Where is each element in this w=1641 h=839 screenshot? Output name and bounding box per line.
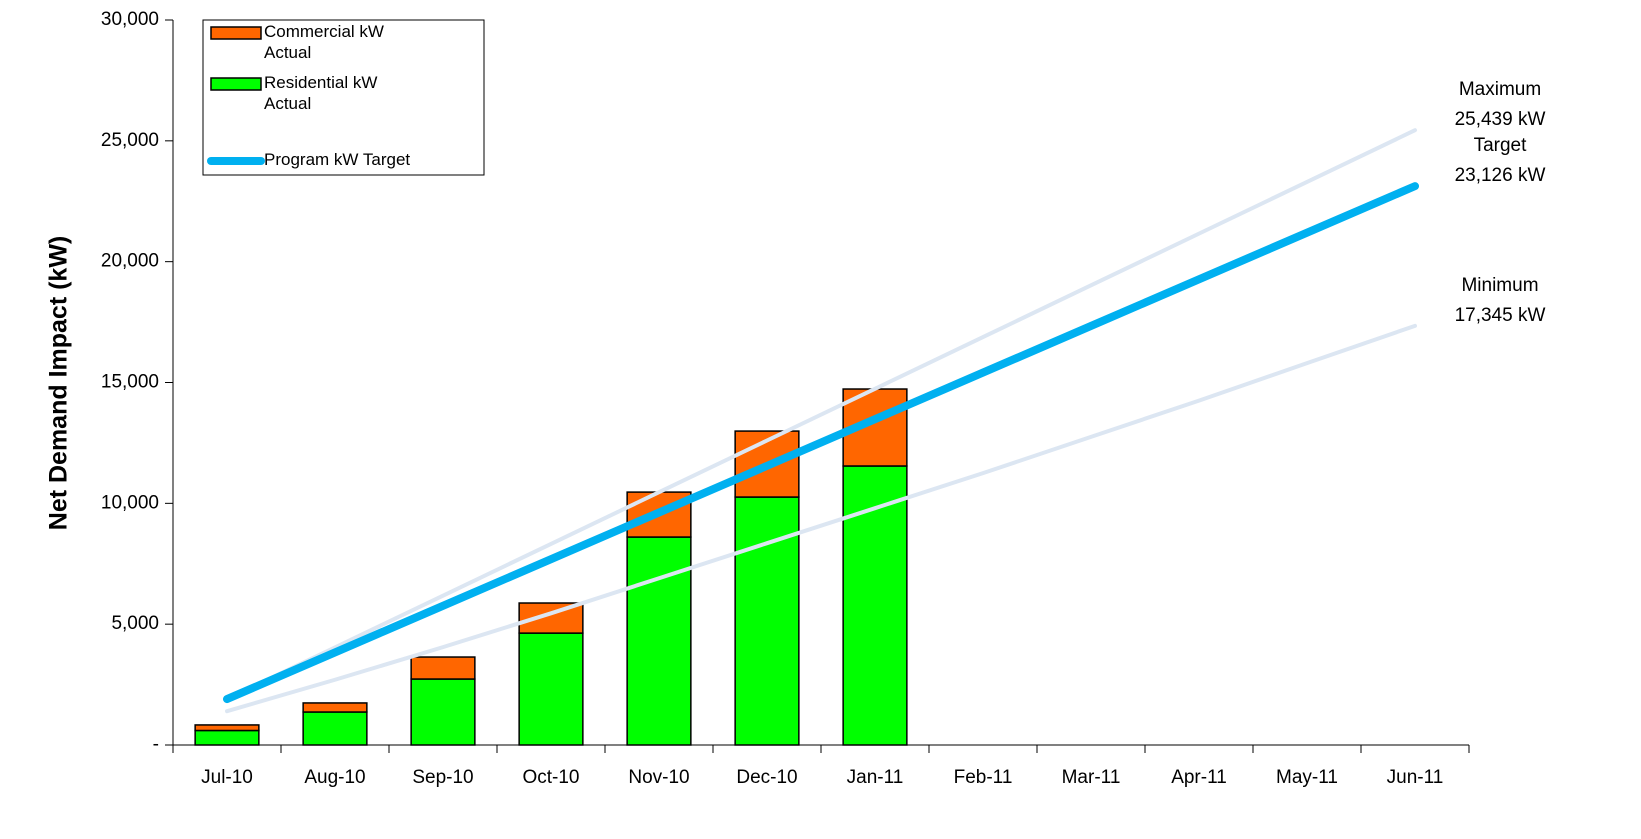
bar-segment bbox=[302, 702, 368, 713]
x-tick-label: Jan-11 bbox=[847, 767, 904, 788]
line-end-value: 23,126 kW bbox=[1455, 165, 1546, 186]
x-tick-label: Oct-10 bbox=[522, 767, 579, 788]
legend-label: Commercial kW Actual bbox=[264, 22, 389, 62]
x-tick-label: Aug-10 bbox=[304, 767, 365, 788]
legend-box bbox=[202, 19, 485, 176]
bar-segment bbox=[518, 632, 584, 746]
x-tick-label: Jun-11 bbox=[1387, 767, 1444, 788]
x-tick-label: Apr-11 bbox=[1171, 767, 1227, 788]
y-tick-label: 15,000 bbox=[101, 372, 159, 393]
line-series bbox=[225, 323, 1417, 714]
y-tick-label: 30,000 bbox=[101, 9, 159, 30]
legend-label-line: Commercial kW bbox=[264, 22, 389, 41]
bar-segment bbox=[626, 536, 692, 746]
y-tick-label: 20,000 bbox=[101, 251, 159, 272]
y-tick-label: - bbox=[153, 734, 159, 755]
line-series bbox=[223, 182, 1419, 704]
legend-swatch bbox=[210, 26, 262, 40]
x-tick-label: Sep-10 bbox=[412, 767, 473, 788]
legend-label-line: Actual bbox=[264, 94, 311, 113]
line-end-label: Target bbox=[1474, 135, 1528, 156]
x-tick-label: Dec-10 bbox=[736, 767, 797, 788]
x-tick-label: Feb-11 bbox=[954, 767, 1013, 788]
legend-label: Residential kW Actual bbox=[264, 73, 382, 113]
x-tick-label: Mar-11 bbox=[1062, 767, 1121, 788]
bar-segment bbox=[842, 465, 908, 746]
line-end-value: 17,345 kW bbox=[1455, 305, 1546, 326]
x-tick-label: Jul-10 bbox=[201, 767, 253, 788]
legend-label-line: Actual bbox=[264, 43, 311, 62]
y-tick-label: 10,000 bbox=[101, 492, 159, 513]
legend-label: Program kW Target bbox=[264, 150, 410, 169]
y-tick-label: 5,000 bbox=[111, 613, 159, 634]
line-end-label: Maximum bbox=[1459, 79, 1541, 100]
line-end-value: 25,439 kW bbox=[1455, 109, 1546, 130]
bar-segment bbox=[302, 711, 368, 746]
y-axis-label: Net Demand Impact (kW) bbox=[45, 236, 73, 530]
legend-label-line: Program kW Target bbox=[264, 150, 410, 169]
x-tick-label: Nov-10 bbox=[628, 767, 689, 788]
bar-segment bbox=[842, 388, 908, 467]
bar-segment bbox=[410, 678, 476, 746]
legend-label-line: Residential kW bbox=[264, 73, 382, 92]
line-series bbox=[225, 128, 1417, 702]
bar-segment bbox=[410, 656, 476, 680]
bar-segment bbox=[194, 724, 260, 732]
legend-swatch bbox=[210, 77, 262, 91]
y-tick-label: 25,000 bbox=[101, 130, 159, 151]
x-tick-label: May-11 bbox=[1276, 767, 1338, 788]
bar-segment bbox=[194, 729, 260, 746]
line-end-label: Minimum bbox=[1461, 275, 1538, 296]
